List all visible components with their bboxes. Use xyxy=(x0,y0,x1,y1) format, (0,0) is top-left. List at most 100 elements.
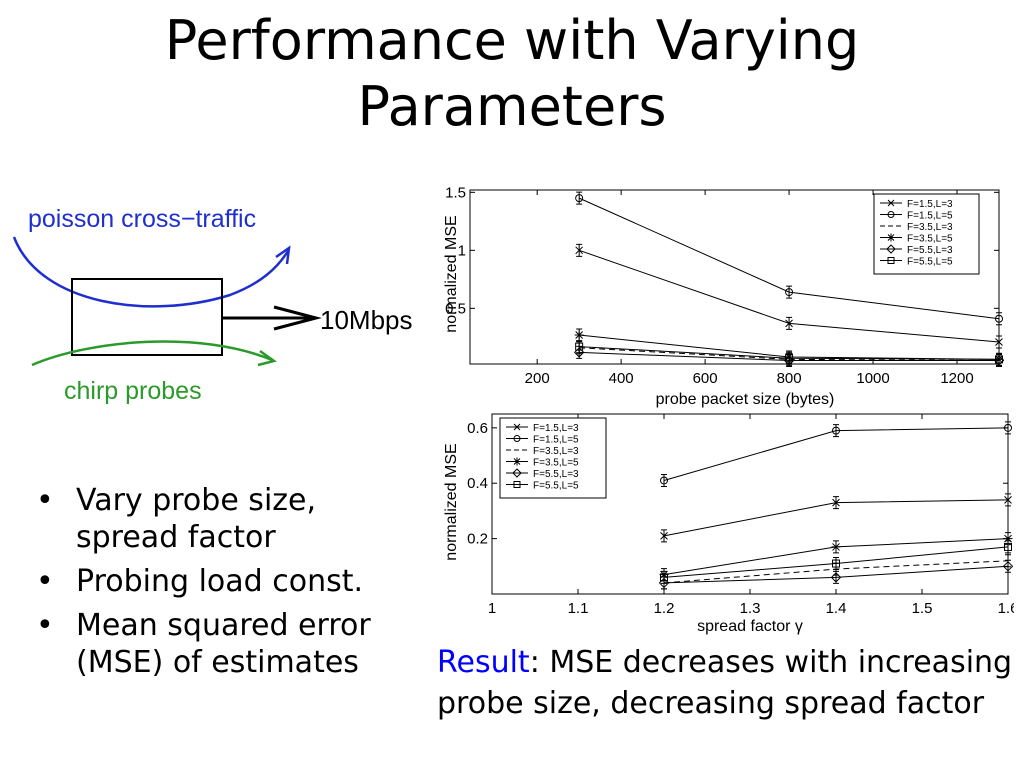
probe-arrow xyxy=(31,340,273,367)
probes-label: chirp probes xyxy=(64,377,202,405)
chart2-legend: F=1.5,L=3F=1.5,L=5F=3.5,L=3F=3.5,L=5F=5.… xyxy=(499,417,607,499)
chart1-data-point xyxy=(785,319,793,328)
chart2-legend-label: F=5.5,L=3 xyxy=(533,469,579,480)
chart1-ylabel: normalized MSE xyxy=(443,215,460,332)
chart2-data-point xyxy=(660,476,668,485)
chart1-ytick-label: 1 xyxy=(458,242,466,259)
chart1-data-point xyxy=(785,288,794,297)
chart2-xtick-label: 1.5 xyxy=(912,600,933,617)
chart1-legend-label: F=1.5,L=3 xyxy=(907,199,953,210)
chart2-series-5 xyxy=(660,540,1012,584)
chart1-xlabel: probe packet size (bytes) xyxy=(656,391,835,408)
chart2-xtick-label: 1.6 xyxy=(998,600,1014,617)
slide-title: Performance with Varying Parameters xyxy=(0,8,1024,140)
chart2-xtick-label: 1 xyxy=(488,600,496,617)
chart2-data-point xyxy=(832,498,840,507)
chart2-legend-label: F=1.5,L=3 xyxy=(533,423,579,434)
chart1-xtick-label: 600 xyxy=(693,370,718,387)
network-diagram: poisson cross−traffic 10Mbps chirp probe… xyxy=(12,205,413,405)
chart2-legend-marker xyxy=(513,423,521,431)
chart2-data-point xyxy=(660,573,668,582)
chart2-xtick-label: 1.4 xyxy=(826,600,847,617)
bullet-list: Vary probe size, spread factor Probing l… xyxy=(34,482,434,688)
chart2-xtick-label: 1.3 xyxy=(740,600,761,617)
link-arrowhead xyxy=(273,305,322,331)
chart2-data-point xyxy=(1002,561,1014,572)
chart1-data-point xyxy=(573,347,585,358)
chart2-legend-marker xyxy=(513,435,521,442)
chart1-data-point xyxy=(785,354,794,363)
chart2-data-point xyxy=(660,531,668,540)
chart2-legend-marker xyxy=(513,481,521,488)
chart1-series-0 xyxy=(575,243,1003,349)
slide-title-line-1: Performance with Varying xyxy=(164,9,860,72)
chart2-ytick-label: 0.4 xyxy=(467,475,488,492)
chart1-legend-marker xyxy=(887,257,895,264)
chart2-legend-label: F=5.5,L=5 xyxy=(533,481,579,492)
chart2-legend-marker xyxy=(513,457,521,466)
bullet-text: Mean squared error (MSE) of estimates xyxy=(76,608,371,680)
chart1-legend-label: F=3.5,L=5 xyxy=(907,234,953,245)
chart1-legend-label: F=5.5,L=3 xyxy=(907,245,953,256)
chart2-ylabel: normalized MSE xyxy=(443,443,460,560)
chart1-legend: F=1.5,L=3F=1.5,L=5F=3.5,L=3F=3.5,L=5F=5.… xyxy=(873,193,980,275)
bullet-text: Probing load const. xyxy=(76,564,364,599)
chart2-series-0 xyxy=(660,493,1012,543)
chart2-data-point xyxy=(831,542,841,552)
chart1-xtick-label: 400 xyxy=(609,370,634,387)
chart2-xlabel: spread factor γ xyxy=(697,618,803,635)
chart2-data-point xyxy=(1004,542,1012,551)
bullet-item: Vary probe size, spread factor xyxy=(34,482,434,556)
chart1-legend-marker xyxy=(887,211,895,218)
chart2-error-bar xyxy=(661,473,667,487)
chart2-data-point xyxy=(1004,495,1012,504)
chart1-legend-marker xyxy=(887,233,895,242)
chart2-data-point xyxy=(1003,534,1013,544)
chart2-data-point xyxy=(832,426,840,435)
chart2-data-point xyxy=(830,572,842,583)
chart1-legend-label: F=5.5,L=5 xyxy=(907,257,953,268)
chart1-xtick-label: 1200 xyxy=(940,370,973,387)
slide-title-line-2: Parameters xyxy=(357,75,667,138)
chart2-legend-label: F=3.5,L=3 xyxy=(533,446,579,457)
chart1-data-point xyxy=(995,355,1003,364)
cross-traffic-arrowhead xyxy=(275,245,291,265)
chart1-error-bar xyxy=(576,191,583,205)
chart1-ytick-label: 0.5 xyxy=(445,300,466,317)
chart1-legend-marker xyxy=(887,199,895,207)
chart1-legend-label: F=3.5,L=3 xyxy=(907,222,953,233)
chart2-data-point xyxy=(658,577,670,589)
probe-size-chart: normalized MSE probe packet size (bytes)… xyxy=(443,184,1005,408)
chart2-series-1 xyxy=(660,421,1012,487)
result-description: : MSE decreases with increasing probe si… xyxy=(437,645,1013,721)
chart1-legend-marker xyxy=(886,244,896,254)
chart1-data-point xyxy=(995,314,1003,323)
chart2-plot-group: 1 1.1 1.2 1.3 1.4 1.5 1.6 0.2 0.4 0.6 F=1.5,L=3F=1… xyxy=(467,413,1014,617)
chart1-series-5 xyxy=(575,340,1003,366)
chart2-data-point xyxy=(832,559,840,568)
chart1-series-1 xyxy=(575,191,1003,326)
chart1-data-point xyxy=(995,338,1003,346)
result-label: Result xyxy=(437,645,530,680)
bullet-item: Mean squared error (MSE) of estimates xyxy=(34,607,434,681)
chart2-xtick-label: 1.1 xyxy=(568,600,589,617)
chart2-ytick-label: 0.6 xyxy=(467,420,488,437)
chart2-ytick-label: 0.2 xyxy=(467,531,488,548)
cross-traffic-arrow xyxy=(12,236,290,308)
chart1-error-bar xyxy=(786,285,793,299)
chart2-data-point xyxy=(1004,423,1012,432)
link-speed-label: 10Mbps xyxy=(320,305,413,335)
chart1-data-point xyxy=(574,330,584,340)
bullet-item: Probing load const. xyxy=(34,563,434,600)
result-text: Result: MSE decreases with increasing pr… xyxy=(437,642,1024,724)
chart1-legend-label: F=1.5,L=5 xyxy=(907,211,953,222)
chart1-data-point xyxy=(575,342,584,351)
chart1-axes-frame xyxy=(469,189,1000,365)
chart1-xtick-label: 200 xyxy=(525,370,550,387)
chart2-legend-label: F=3.5,L=5 xyxy=(533,458,579,469)
chart2-series-4 xyxy=(658,559,1014,590)
chart1-plot-group: 200 400 600 800 1000 1200 0.5 1 1.5 F=1.5,L=3F=1.… xyxy=(445,184,1005,387)
cross-traffic-label: poisson cross−traffic xyxy=(28,205,256,233)
chart1-xtick-label: 1000 xyxy=(856,370,889,387)
chart2-legend-label: F=1.5,L=5 xyxy=(533,435,579,446)
